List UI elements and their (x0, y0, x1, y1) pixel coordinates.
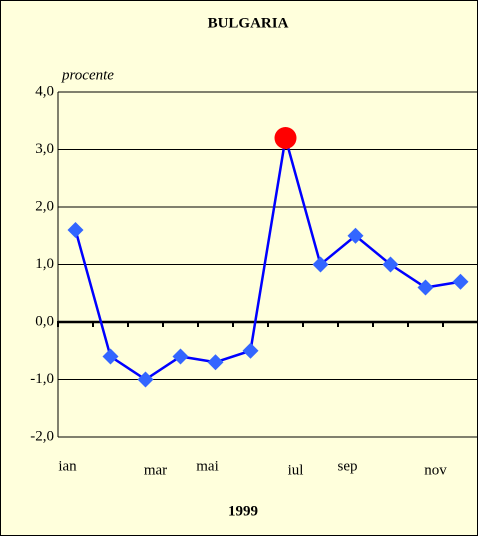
x-tick-label: mar (144, 462, 167, 478)
x-tick-label: sep (338, 458, 358, 474)
marker (242, 342, 259, 359)
marker (452, 273, 469, 290)
marker (347, 227, 364, 244)
x-tick-label: ian (58, 458, 77, 474)
marker (312, 256, 329, 273)
y-tick-label: 2,0 (35, 198, 54, 214)
y-tick-label: 4,0 (35, 83, 54, 99)
y-tick-label: 1,0 (35, 256, 54, 272)
marker (172, 348, 189, 365)
marker (382, 256, 399, 273)
y-axis-label: procente (61, 67, 114, 83)
x-axis-label: 1999 (228, 503, 258, 519)
y-tick-label: -2,0 (30, 428, 54, 444)
x-tick-label: iul (288, 462, 304, 478)
y-tick-label: -1,0 (30, 371, 54, 387)
chart-title: BULGARIA (208, 15, 289, 31)
marker (137, 371, 154, 388)
highlight-marker (274, 127, 297, 149)
series-line (74, 137, 461, 381)
marker (207, 354, 224, 371)
marker (417, 279, 434, 296)
y-tick-label: 0,0 (35, 313, 54, 329)
marker (102, 348, 119, 365)
x-tick-label: mai (196, 458, 219, 474)
y-tick-label: 3,0 (35, 141, 54, 157)
x-tick-label: nov (424, 462, 447, 478)
marker (67, 222, 84, 238)
